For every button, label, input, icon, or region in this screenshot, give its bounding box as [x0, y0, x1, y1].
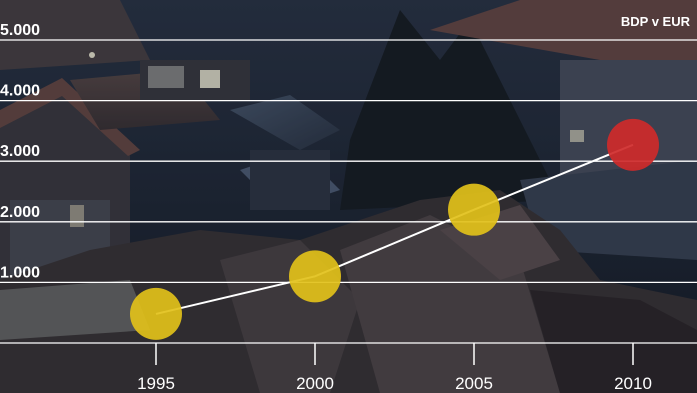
- y-tick-label-2: 3.000: [0, 143, 40, 160]
- y-tick-label-3: 4.000: [0, 83, 40, 100]
- y-tick-label-4: 5.000: [0, 22, 40, 39]
- y-tick-label-1: 2.000: [0, 204, 40, 221]
- data-point-2000: [289, 250, 341, 303]
- data-point-2005: [448, 183, 500, 236]
- series-line: [155, 143, 634, 315]
- x-tick-label-0: 1995: [137, 374, 175, 393]
- grid-lines: [0, 39, 697, 344]
- x-tick-label-3: 2010: [614, 374, 652, 393]
- y-tick-label-0: 1.000: [0, 264, 40, 281]
- unit-label: BDP v EUR: [621, 14, 691, 29]
- data-points: [130, 118, 659, 340]
- x-tick-labels: 1995 2000 2005 2010: [137, 343, 652, 393]
- x-tick-label-2: 2005: [455, 374, 493, 393]
- y-tick-labels: 1.000 2.000 3.000 4.000 5.000: [0, 22, 40, 281]
- x-tick-label-1: 2000: [296, 374, 334, 393]
- series-line-path: [155, 143, 634, 315]
- data-point-2010: [607, 118, 659, 171]
- data-point-1995: [130, 287, 182, 340]
